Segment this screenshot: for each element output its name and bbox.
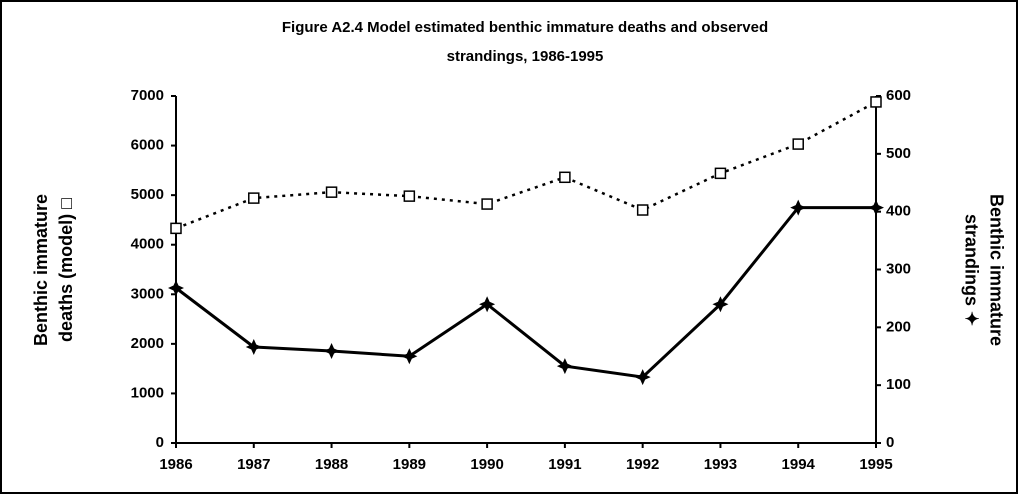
marker [868, 199, 884, 216]
marker [712, 296, 729, 313]
y2-tick-label: 400 [886, 203, 911, 220]
y2-axis-label: Benthic immature strandings ✦ [961, 194, 1006, 346]
x-tick-label: 1990 [470, 456, 503, 473]
y-tick-label: 1000 [131, 384, 164, 401]
y-tick-label: 3000 [131, 285, 164, 302]
y-tick-label: 7000 [131, 87, 164, 104]
marker [479, 296, 496, 313]
y2-tick-label: 0 [886, 434, 894, 451]
x-tick-label: 1991 [548, 456, 581, 473]
marker [792, 138, 804, 150]
series-line [175, 100, 877, 230]
y-tick-label: 5000 [131, 186, 164, 203]
marker [403, 190, 416, 202]
marker [248, 192, 260, 204]
x-tick-label: 1987 [237, 456, 270, 473]
chart-title: Figure A2.4 Model estimated benthic imma… [282, 19, 768, 36]
y2-tick-label: 200 [886, 318, 911, 335]
x-tick-label: 1989 [393, 456, 426, 473]
marker [790, 199, 807, 216]
marker [168, 280, 184, 297]
marker [634, 369, 651, 386]
x-tick-label: 1993 [704, 456, 737, 473]
marker [870, 96, 882, 108]
y-tick-label: 6000 [131, 137, 164, 154]
marker [559, 171, 571, 184]
marker [714, 167, 727, 180]
marker [323, 343, 340, 360]
y-tick-label: 0 [156, 434, 164, 451]
y2-axis-label: Benthic immature [986, 194, 1006, 346]
marker [636, 204, 649, 216]
y2-axis-label: strandings ✦ [961, 214, 981, 326]
marker [401, 348, 418, 365]
series-line [175, 206, 876, 379]
y-axis-label: Benthic immature [31, 194, 51, 346]
y2-tick-label: 500 [886, 145, 911, 162]
y-axis-label: Benthic immature deaths (model) □ [31, 194, 76, 346]
chart-title: strandings, 1986-1995 [447, 48, 604, 65]
x-tick-label: 1995 [859, 456, 892, 473]
y-axis-label: deaths (model) □ [56, 198, 76, 342]
marker [170, 222, 182, 235]
x-tick-label: 1994 [782, 456, 816, 473]
x-tick-label: 1986 [159, 456, 192, 473]
y2-tick-label: 600 [886, 87, 911, 104]
y2-tick-label: 100 [886, 376, 911, 393]
marker [481, 198, 493, 210]
y-tick-label: 4000 [131, 236, 164, 253]
marker [556, 358, 573, 375]
y-tick-label: 2000 [131, 335, 164, 352]
marker [245, 338, 262, 355]
x-tick-label: 1992 [626, 456, 659, 473]
x-tick-label: 1988 [315, 456, 348, 473]
y2-tick-label: 300 [886, 260, 911, 277]
marker [325, 186, 338, 198]
